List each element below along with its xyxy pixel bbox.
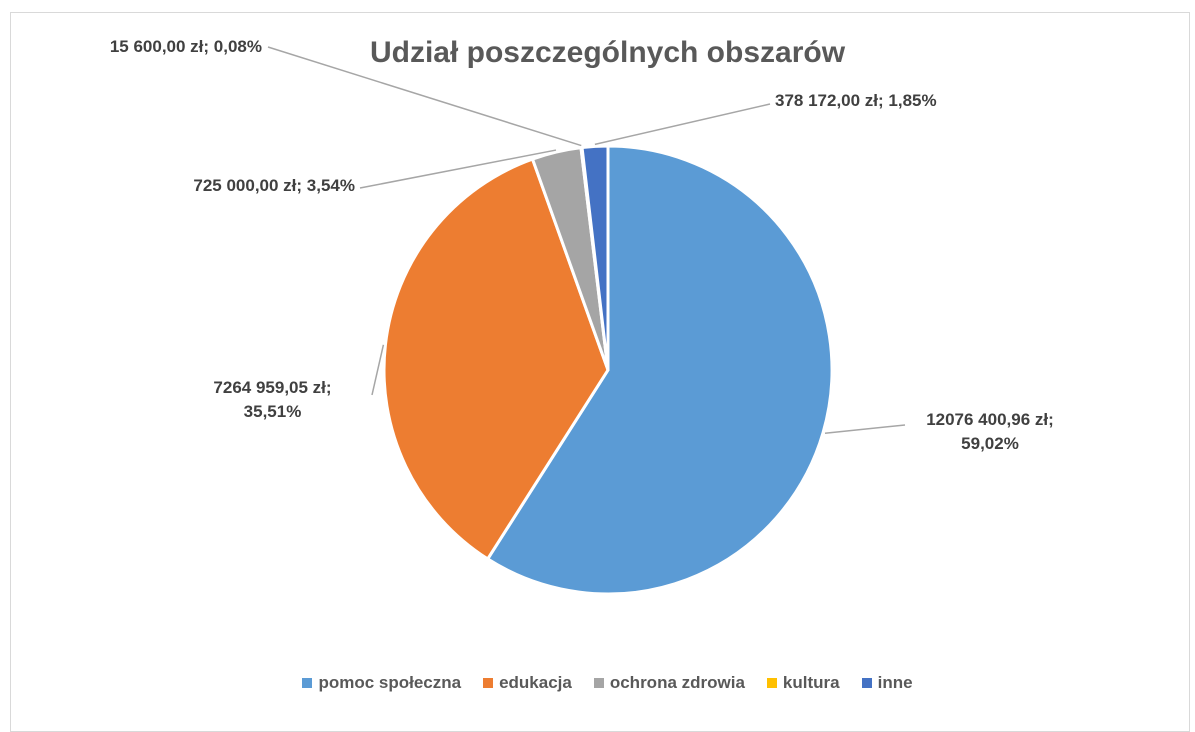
leader-line bbox=[824, 424, 906, 434]
data-label: 12076 400,96 zł; 59,02% bbox=[926, 410, 1054, 453]
legend-swatch bbox=[861, 678, 872, 688]
legend-swatch bbox=[483, 678, 494, 688]
legend-item: edukacja bbox=[483, 673, 572, 693]
leader-line bbox=[359, 149, 557, 189]
legend-label: ochrona zdrowia bbox=[609, 673, 745, 692]
legend-label: inne bbox=[877, 673, 913, 692]
chart-title: Udział poszczególnych obszarów bbox=[369, 36, 846, 69]
legend-item: ochrona zdrowia bbox=[593, 673, 745, 693]
legend-swatch bbox=[593, 678, 604, 688]
leader-line bbox=[267, 46, 582, 147]
data-label: 378 172,00 zł; 1,85% bbox=[775, 91, 937, 110]
legend-swatch bbox=[302, 678, 313, 688]
legend-label: edukacja bbox=[499, 673, 572, 692]
pie-slice bbox=[382, 157, 610, 562]
legend-item: kultura bbox=[766, 673, 840, 693]
legend: pomoc społeczna edukacja ochrona zdrowia ku… bbox=[0, 673, 1195, 693]
legend-item: pomoc społeczna bbox=[302, 673, 461, 693]
data-label: 7264 959,05 zł; 35,51% bbox=[213, 378, 332, 421]
legend-label: kultura bbox=[782, 673, 840, 692]
leader-line bbox=[594, 103, 771, 146]
data-label: 15 600,00 zł; 0,08% bbox=[109, 37, 262, 56]
pie-slice bbox=[580, 144, 610, 371]
pie-slice bbox=[485, 144, 834, 596]
legend-label: pomoc społeczna bbox=[318, 673, 462, 692]
leader-line bbox=[371, 344, 385, 396]
legend-item: inne bbox=[861, 673, 913, 693]
legend-swatch bbox=[766, 678, 777, 688]
data-label: 725 000,00 zł; 3,54% bbox=[193, 176, 355, 195]
